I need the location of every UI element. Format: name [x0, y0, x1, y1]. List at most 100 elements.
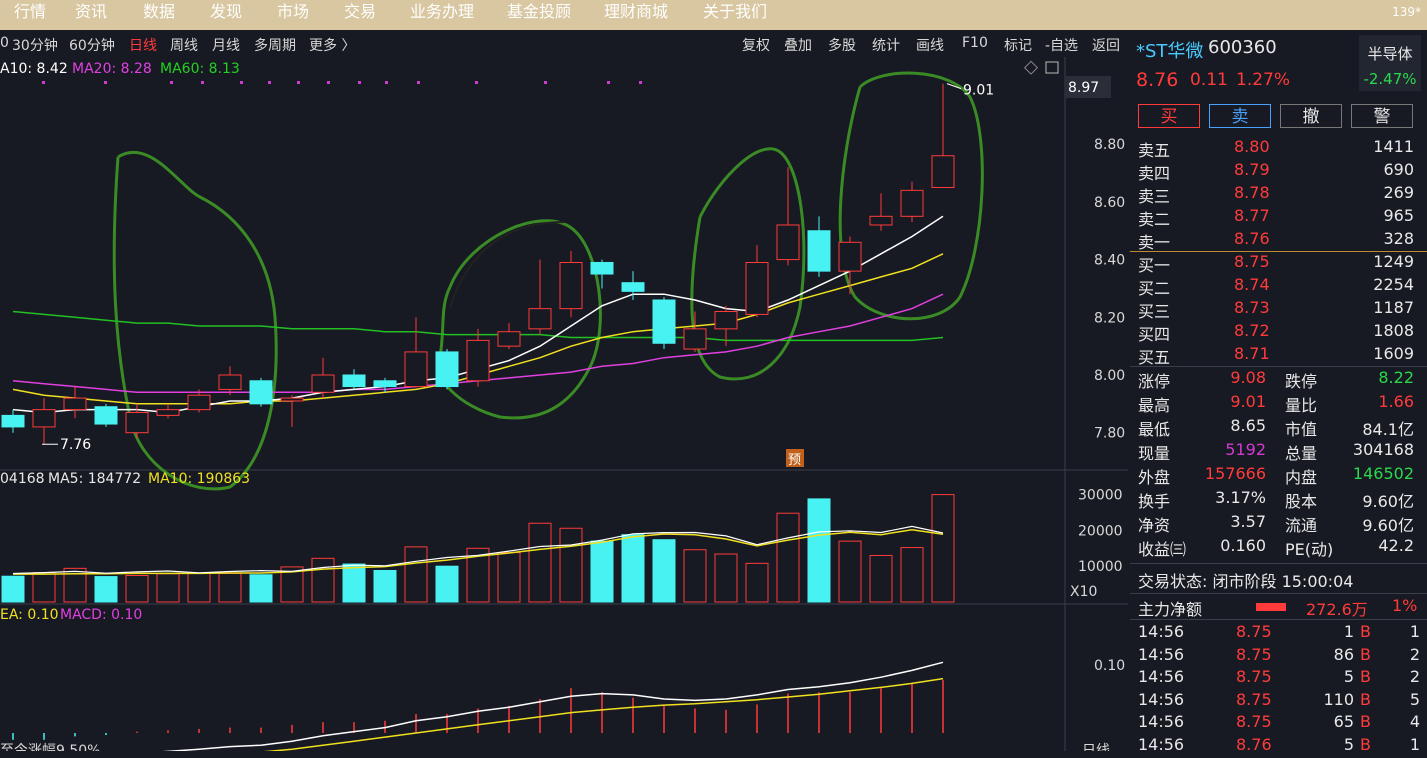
- orderbook-label: 卖五: [1138, 141, 1171, 160]
- candle-body[interactable]: [590, 261, 614, 275]
- candle-body[interactable]: [621, 282, 645, 292]
- nav-item-7[interactable]: 基金投顾: [507, 2, 572, 21]
- sector-name: 半导体: [1367, 45, 1413, 63]
- candle-body[interactable]: [683, 328, 707, 350]
- sell-button[interactable]: 卖: [1209, 104, 1271, 128]
- window-icon[interactable]: [1045, 61, 1059, 74]
- tick-side: B: [1360, 667, 1371, 686]
- period-tab-2[interactable]: 60分钟: [69, 38, 115, 54]
- candle-body[interactable]: [807, 230, 831, 272]
- tool-button-2[interactable]: 多股: [828, 38, 856, 54]
- candle-body[interactable]: [838, 241, 862, 272]
- candle-body[interactable]: [497, 331, 521, 347]
- orderbook-row[interactable]: 卖四 8.79 690: [1138, 160, 1420, 183]
- chart-area[interactable]: A10: 8.42 MA20: 8.28 MA60: 8.13 04168 MA5: 1…: [0, 57, 1128, 758]
- high-marker-label: 9.01: [963, 83, 994, 99]
- orderbook-row[interactable]: 买三 8.73 1187: [1138, 298, 1420, 321]
- candle-body[interactable]: [373, 380, 397, 388]
- signal-dot: [475, 81, 478, 84]
- orderbook-price: 8.78: [1234, 183, 1270, 202]
- stat-row: 涨停 9.08 跌停 8.22: [1138, 368, 1420, 391]
- volume-bar: [776, 512, 800, 603]
- period-tab-7[interactable]: 更多 〉: [309, 38, 356, 54]
- candle-body[interactable]: [125, 412, 149, 434]
- nav-item-0[interactable]: 行情: [14, 2, 47, 21]
- candle-body[interactable]: [869, 215, 893, 226]
- candle-body[interactable]: [187, 394, 211, 411]
- period-tab-0[interactable]: 0: [0, 35, 9, 51]
- tool-button-1[interactable]: 叠加: [784, 38, 812, 54]
- orderbook-row[interactable]: 卖一 8.76 328: [1138, 229, 1420, 252]
- nav-item-9[interactable]: 关于我们: [703, 2, 768, 21]
- nav-item-6[interactable]: 业务办理: [410, 2, 475, 21]
- stat-value: 1.66: [1378, 392, 1414, 411]
- orderbook-row[interactable]: 买二 8.74 2254: [1138, 275, 1420, 298]
- candle-body[interactable]: [249, 380, 273, 405]
- signal-dot: [201, 81, 204, 84]
- candle-body[interactable]: [63, 397, 87, 411]
- period-tab-1[interactable]: 30分钟: [12, 38, 58, 54]
- orderbook-row[interactable]: 买四 8.72 1808: [1138, 321, 1420, 344]
- candle-body[interactable]: [280, 397, 304, 402]
- candle-body[interactable]: [94, 406, 118, 425]
- divider: [1130, 366, 1427, 367]
- volume-bar: [900, 547, 924, 603]
- tool-button-4[interactable]: 画线: [916, 38, 944, 54]
- candle-body[interactable]: [156, 409, 180, 416]
- volume-bar: [621, 534, 645, 603]
- orderbook-row[interactable]: 卖五 8.80 1411: [1138, 137, 1420, 160]
- cancel-order-button[interactable]: 撤: [1280, 104, 1342, 128]
- tool-button-3[interactable]: 统计: [872, 38, 900, 54]
- candle-body[interactable]: [218, 374, 242, 390]
- orderbook-row[interactable]: 买一 8.75 1249: [1138, 252, 1420, 275]
- orderbook-row[interactable]: 卖二 8.77 965: [1138, 206, 1420, 229]
- candle-body[interactable]: [404, 351, 428, 388]
- stat-value: 84.1亿: [1362, 420, 1414, 439]
- tool-button-7[interactable]: -自选: [1045, 38, 1079, 54]
- sector-box[interactable]: 半导体 -2.47%: [1359, 35, 1421, 91]
- period-tab-6[interactable]: 多周期: [254, 38, 296, 54]
- nav-item-3[interactable]: 发现: [210, 2, 243, 21]
- kline-chart[interactable]: A10: 8.42 MA20: 8.28 MA60: 8.13 04168 MA5: 1…: [0, 57, 1128, 758]
- candle-body[interactable]: [1, 414, 25, 428]
- candle-body[interactable]: [342, 374, 366, 388]
- orderbook-row[interactable]: 买五 8.71 1609: [1138, 344, 1420, 367]
- divider: [1130, 619, 1427, 620]
- signal-dot: [240, 81, 243, 84]
- diamond-icon[interactable]: [1023, 60, 1039, 75]
- orderbook-volume: 1411: [1373, 137, 1414, 156]
- period-tab-5[interactable]: 月线: [212, 38, 240, 54]
- candle-body[interactable]: [528, 308, 552, 330]
- candle-body[interactable]: [745, 261, 769, 315]
- nav-item-5[interactable]: 交易: [344, 2, 377, 21]
- tick-side: B: [1360, 734, 1371, 754]
- tool-button-0[interactable]: 复权: [742, 38, 770, 54]
- tool-button-6[interactable]: 标记: [1004, 38, 1032, 54]
- candle-body[interactable]: [466, 339, 490, 382]
- nav-item-4[interactable]: 市场: [277, 2, 310, 21]
- period-tab-4[interactable]: 周线: [170, 38, 198, 54]
- candle-body[interactable]: [714, 311, 738, 330]
- candle-body[interactable]: [652, 299, 676, 344]
- ma20-label: MA20: 8.28: [72, 61, 152, 77]
- candle-body[interactable]: [32, 409, 56, 428]
- buy-button[interactable]: 买: [1138, 104, 1200, 128]
- orderbook-label: 卖二: [1138, 210, 1171, 229]
- candle-body[interactable]: [559, 261, 583, 310]
- orderbook-row[interactable]: 卖三 8.78 269: [1138, 183, 1420, 206]
- volume-tick-label: 30000: [1078, 488, 1123, 504]
- candle-body[interactable]: [311, 374, 335, 393]
- nav-item-8[interactable]: 理财商城: [604, 2, 669, 21]
- nav-item-2[interactable]: 数据: [143, 2, 176, 21]
- tool-button-5[interactable]: F10: [962, 35, 988, 51]
- candle-body[interactable]: [435, 351, 459, 388]
- alert-button[interactable]: 警: [1351, 104, 1413, 128]
- candle-body[interactable]: [776, 224, 800, 261]
- candle-body[interactable]: [931, 155, 955, 188]
- signal-dot: [42, 81, 45, 84]
- period-tab-3[interactable]: 日线: [129, 38, 157, 54]
- candle-body[interactable]: [900, 189, 924, 217]
- tool-button-8[interactable]: 返回: [1092, 38, 1120, 54]
- nav-item-1[interactable]: 资讯: [75, 2, 108, 21]
- forecast-badge[interactable]: [786, 449, 804, 467]
